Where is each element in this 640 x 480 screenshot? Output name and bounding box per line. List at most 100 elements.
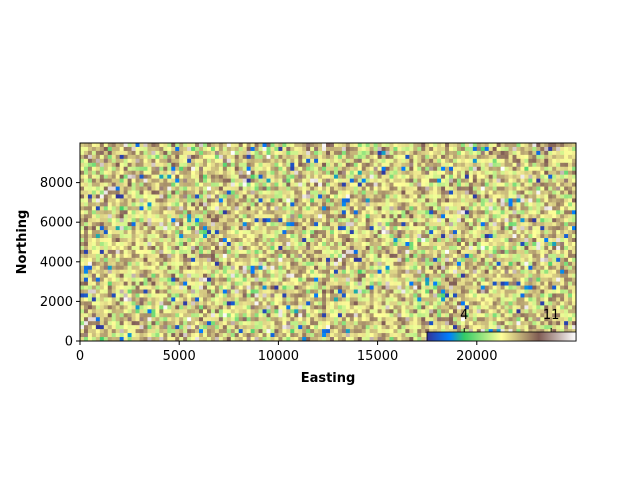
heatmap-cell [115, 249, 120, 255]
heatmap-cell [151, 261, 156, 267]
heatmap-cell [377, 158, 382, 164]
heatmap-cell [210, 277, 216, 282]
heatmap-cell [441, 162, 446, 168]
heatmap-cell [429, 198, 434, 203]
heatmap-cell [262, 261, 267, 267]
heatmap-cell [373, 158, 378, 164]
heatmap-cell [250, 150, 255, 156]
heatmap-cell [206, 146, 212, 152]
heatmap-cell [210, 222, 216, 227]
heatmap-cell [397, 289, 402, 294]
heatmap-cell [417, 206, 422, 211]
heatmap-cell [167, 289, 172, 294]
heatmap-cell [171, 190, 176, 195]
heatmap-cell [282, 253, 287, 259]
heatmap-cell [171, 186, 176, 191]
heatmap-cell [433, 174, 438, 179]
heatmap-cell [143, 245, 148, 251]
heatmap-cell [429, 206, 434, 211]
heatmap-cell [266, 198, 271, 203]
heatmap-cell [500, 154, 505, 160]
heatmap-cell [238, 222, 243, 227]
heatmap-cell [421, 222, 426, 227]
heatmap-cell [353, 143, 359, 148]
heatmap-cell [476, 281, 482, 286]
heatmap-cell [151, 249, 156, 255]
heatmap-cell [405, 166, 410, 172]
heatmap-cell [210, 206, 216, 211]
heatmap-cell [314, 261, 319, 267]
heatmap-cell [286, 242, 291, 247]
heatmap-cell [385, 281, 390, 286]
heatmap-cell [377, 269, 382, 274]
heatmap-cell [175, 261, 180, 267]
heatmap-cell [203, 245, 208, 251]
heatmap-cell [262, 143, 267, 148]
heatmap-cell [159, 170, 164, 175]
heatmap-cell [540, 190, 545, 195]
heatmap-cell [107, 154, 113, 160]
heatmap-cell [381, 293, 386, 298]
heatmap-cell [270, 158, 275, 164]
heatmap-cell [413, 285, 418, 290]
heatmap-cell [302, 222, 307, 227]
heatmap-cell [107, 234, 113, 239]
heatmap-cell [230, 174, 236, 179]
heatmap-cell [314, 230, 319, 235]
heatmap-cell [191, 218, 196, 223]
heatmap-cell [445, 194, 450, 199]
heatmap-cell [306, 253, 311, 259]
heatmap-cell [103, 146, 109, 152]
heatmap-cell [397, 257, 402, 263]
heatmap-cell [389, 210, 394, 215]
heatmap-cell [298, 194, 303, 199]
heatmap-cell [266, 174, 271, 179]
heatmap-cell [111, 269, 117, 274]
heatmap-cell [83, 265, 89, 271]
heatmap-cell [516, 146, 521, 152]
heatmap-cell [195, 249, 200, 255]
heatmap-cell [445, 289, 450, 294]
heatmap-cell [294, 265, 299, 271]
heatmap-cell [226, 194, 232, 199]
heatmap-cell [445, 202, 450, 207]
heatmap-cell [179, 198, 184, 203]
heatmap-cell [333, 182, 339, 187]
heatmap-cell [95, 269, 101, 274]
heatmap-cell [480, 257, 486, 263]
heatmap-cell [234, 150, 240, 156]
heatmap-cell [472, 269, 478, 274]
heatmap-cell [417, 273, 422, 278]
heatmap-cell [107, 198, 113, 203]
heatmap-cell [191, 202, 196, 207]
heatmap-cell [143, 202, 148, 207]
heatmap-cell [230, 265, 236, 271]
heatmap-cell [468, 261, 474, 267]
heatmap-cell [294, 190, 299, 195]
heatmap-cell [552, 293, 557, 298]
heatmap-cell [349, 230, 355, 235]
heatmap-cell [377, 202, 382, 207]
heatmap-cell [143, 210, 148, 215]
heatmap-cell [278, 194, 283, 199]
heatmap-cell [270, 249, 275, 255]
heatmap-cell [167, 257, 172, 263]
heatmap-cell [548, 158, 553, 164]
heatmap-cell [441, 293, 446, 298]
heatmap-cell [147, 242, 152, 247]
heatmap-cell [484, 238, 490, 243]
heatmap-cell [238, 226, 243, 231]
heatmap-cell [449, 234, 454, 239]
heatmap-cell [397, 269, 402, 274]
heatmap-cell [333, 293, 339, 298]
heatmap-cell [310, 293, 315, 298]
heatmap-cell [488, 273, 493, 278]
heatmap-cell [87, 293, 93, 298]
heatmap-cell [409, 253, 414, 259]
heatmap-cell [95, 162, 101, 168]
heatmap-cell [468, 162, 474, 168]
heatmap-cell [123, 230, 128, 235]
heatmap-cell [298, 150, 303, 156]
heatmap-cell [282, 297, 287, 302]
heatmap-cell [91, 293, 97, 298]
